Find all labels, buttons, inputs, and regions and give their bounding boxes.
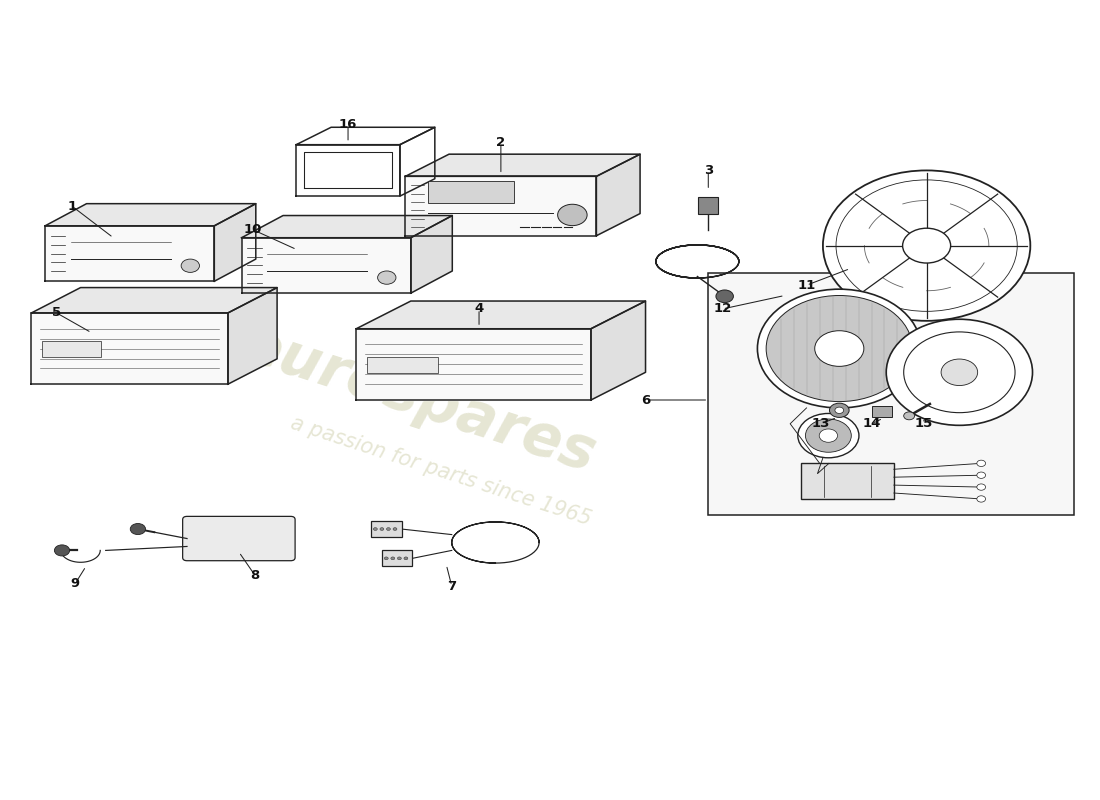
Circle shape [377, 271, 396, 284]
Bar [698, 197, 718, 214]
Text: 10: 10 [244, 223, 262, 236]
Text: 16: 16 [339, 118, 358, 131]
Polygon shape [406, 154, 640, 176]
Circle shape [384, 557, 388, 560]
Circle shape [903, 228, 950, 263]
Text: 4: 4 [474, 302, 484, 315]
Bar [367, 358, 438, 373]
Circle shape [379, 528, 384, 530]
Text: 15: 15 [914, 418, 933, 430]
Circle shape [54, 545, 69, 556]
Circle shape [829, 403, 849, 418]
Polygon shape [32, 313, 228, 384]
Circle shape [393, 528, 397, 530]
Circle shape [558, 204, 587, 226]
Polygon shape [45, 204, 256, 226]
Circle shape [397, 557, 401, 560]
Circle shape [820, 429, 837, 442]
Circle shape [798, 414, 859, 458]
Text: 12: 12 [714, 302, 732, 315]
Polygon shape [242, 215, 452, 238]
Text: 8: 8 [251, 570, 260, 582]
Polygon shape [596, 154, 640, 236]
Polygon shape [32, 287, 277, 313]
Polygon shape [356, 329, 591, 400]
Circle shape [373, 528, 377, 530]
Circle shape [835, 407, 844, 414]
Circle shape [404, 557, 408, 560]
Bar [872, 406, 892, 417]
Text: 7: 7 [448, 579, 456, 593]
Text: 11: 11 [798, 278, 816, 292]
Polygon shape [242, 238, 410, 293]
Circle shape [887, 319, 1033, 426]
Bar [371, 521, 402, 537]
Circle shape [942, 359, 978, 386]
Polygon shape [410, 215, 452, 293]
Circle shape [758, 289, 921, 408]
Text: 13: 13 [812, 418, 829, 430]
Text: a passion for parts since 1965: a passion for parts since 1965 [288, 413, 594, 530]
Circle shape [386, 528, 390, 530]
Circle shape [977, 460, 986, 466]
Circle shape [823, 170, 1031, 321]
Circle shape [904, 332, 1015, 413]
Polygon shape [406, 176, 596, 236]
Circle shape [805, 419, 851, 452]
Bar [428, 181, 514, 203]
Polygon shape [45, 226, 214, 282]
FancyBboxPatch shape [183, 516, 295, 561]
Bar [382, 550, 412, 566]
Text: 14: 14 [862, 418, 881, 430]
Circle shape [390, 557, 395, 560]
Circle shape [904, 412, 914, 420]
Circle shape [182, 259, 199, 272]
Polygon shape [356, 301, 646, 329]
Text: 6: 6 [641, 394, 651, 406]
Circle shape [766, 295, 912, 402]
Circle shape [977, 496, 986, 502]
Circle shape [130, 523, 145, 534]
Text: 5: 5 [52, 306, 62, 319]
Text: 1: 1 [67, 199, 76, 213]
Text: 9: 9 [70, 577, 79, 590]
Polygon shape [591, 301, 646, 400]
Bar [43, 342, 101, 357]
Circle shape [977, 484, 986, 490]
Text: 3: 3 [704, 164, 713, 177]
Circle shape [977, 472, 986, 478]
Circle shape [815, 330, 864, 366]
Circle shape [716, 290, 734, 302]
Text: 2: 2 [496, 136, 505, 150]
Polygon shape [228, 287, 277, 384]
Polygon shape [214, 204, 256, 282]
Text: eurospares: eurospares [234, 316, 603, 484]
Bar [708, 274, 1074, 514]
Bar [801, 463, 894, 499]
